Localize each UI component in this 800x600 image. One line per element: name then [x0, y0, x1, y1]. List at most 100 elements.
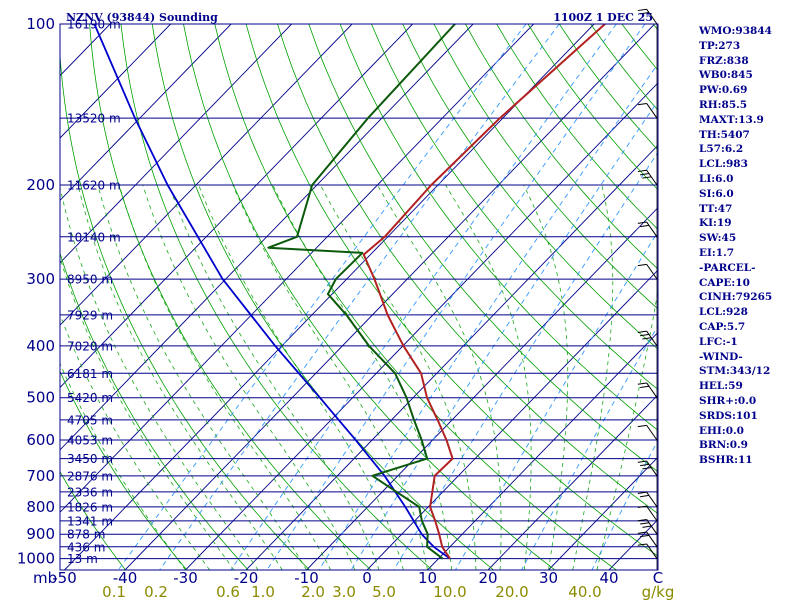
index-item: WMO:93844 [699, 24, 772, 39]
pressure-tick-label: 700 [26, 467, 55, 485]
wind-barb-flag [638, 422, 647, 430]
mixing-ratio-tick-label: 3.0 [332, 583, 356, 600]
index-item: MAXT:13.9 [699, 113, 772, 128]
isotherm-line [246, 24, 776, 570]
mixing-ratio-line [231, 24, 617, 570]
height-label: 10140 m [67, 230, 121, 244]
sounding-traces [94, 24, 605, 559]
height-label: 4705 m [67, 413, 113, 427]
mixing-ratio-tick-label: 40.0 [568, 583, 601, 600]
wind-barb-staff [647, 506, 657, 521]
index-item: SHR+:0.0 [699, 394, 772, 409]
height-label: 2876 m [67, 469, 113, 483]
isotherm-line [186, 24, 716, 570]
index-item: TP:273 [699, 39, 772, 54]
wind-barb [638, 422, 657, 445]
mixing-ratio-tick-label: 0.2 [144, 583, 168, 600]
mixing-ratio-tick-label: 5.0 [372, 583, 396, 600]
index-item: EI:1.7 [699, 246, 772, 261]
wind-barb-staff [647, 544, 657, 559]
wind-barb [638, 328, 657, 351]
index-item: STM:343/12 [699, 364, 772, 379]
mixing-ratio-tick-label: 1.0 [251, 583, 275, 600]
temperature-tick-label: 40 [599, 569, 618, 587]
height-label: 8950 m [67, 273, 113, 287]
temperature-tick-label: -50 [52, 569, 77, 587]
dewpoint-trace [268, 24, 455, 559]
index-item: BSHR:11 [699, 453, 772, 468]
index-item: TH:5407 [699, 128, 772, 143]
index-item: SW:45 [699, 231, 772, 246]
height-label: 13 m [67, 552, 98, 566]
height-label: 1341 m [67, 514, 113, 528]
height-label: 1826 m [67, 500, 113, 514]
index-item: TT:47 [699, 202, 772, 217]
index-item: L57:6.2 [699, 142, 772, 157]
height-label: 6181 m [67, 367, 113, 381]
moist-adiabat [524, 185, 568, 570]
index-item: LCL:983 [699, 157, 772, 172]
wind-barb-staff [647, 222, 657, 237]
stability-indices-panel: WMO:93844 TP:273 FRZ:838 WB0:845 PW:0.69 RH:8… [699, 24, 772, 468]
mixing-ratio-tick-label: 0.1 [102, 583, 126, 600]
moist-adiabat [143, 185, 355, 570]
temperature-tick-label: 0 [362, 569, 372, 587]
index-item: CAPE:10 [699, 276, 772, 291]
index-item: SI:6.0 [699, 187, 772, 202]
height-label: 5420 m [67, 391, 113, 405]
index-item: LCL:928 [699, 305, 772, 320]
pressure-tick-label: 300 [26, 270, 55, 288]
index-item: SRDS:101 [699, 409, 772, 424]
mixing-ratio-tick-label: 0.6 [216, 583, 240, 600]
mixing-ratio-tick-label: 10.0 [433, 583, 466, 600]
skew-t-chart: 16190 m13520 m11620 m10140 m8950 m7929 m… [0, 0, 800, 600]
pressure-tick-label: 900 [26, 525, 55, 543]
mixing-ratio-line [319, 24, 686, 570]
index-item: KI:19 [699, 216, 772, 231]
pressure-tick-label: 500 [26, 389, 55, 407]
index-item: LFC:-1 [699, 335, 772, 350]
height-label: 7020 m [67, 339, 113, 353]
mixing-ratio-line [160, 24, 560, 570]
dry-adiabat [184, 24, 555, 570]
temperature-tick-label: 30 [539, 569, 558, 587]
isotherm-line [0, 24, 231, 570]
mixing-ratio-line [118, 24, 526, 570]
chart-grid [0, 24, 800, 570]
index-item: WB0:845 [699, 68, 772, 83]
pressure-tick-label: 800 [26, 498, 55, 516]
height-labels: 16190 m13520 m11620 m10140 m8950 m7929 m… [67, 18, 121, 567]
moist-adiabat [119, 185, 330, 570]
wind-barb-flag [638, 100, 647, 108]
height-label: 13520 m [67, 112, 121, 126]
wind-barb-staff [647, 425, 657, 440]
index-item: BRN:0.9 [699, 438, 772, 453]
wind-barb-staff [647, 383, 657, 398]
index-item: CAP:5.7 [699, 320, 772, 335]
pressure-tick-label: 600 [26, 431, 55, 449]
pressure-tick-label: 200 [26, 176, 55, 194]
wind-barb-staff [647, 492, 657, 507]
moist-adiabat [446, 185, 532, 570]
height-label: 3450 m [67, 452, 113, 466]
valid-time: 1100Z 1 DEC 25 [553, 11, 653, 24]
moist-adiabat [573, 185, 613, 570]
index-item: -WIND- [699, 350, 772, 365]
dry-adiabat [246, 24, 677, 570]
index-item: PW:0.69 [699, 83, 772, 98]
index-item: RH:85.5 [699, 98, 772, 113]
height-label: 7929 m [67, 308, 113, 322]
temperature-tick-label: -30 [173, 569, 198, 587]
station-title: NZNV (93844) Sounding [66, 11, 218, 24]
height-label: 11620 m [67, 178, 121, 192]
index-item: LI:6.0 [699, 172, 772, 187]
index-item: FRZ:838 [699, 54, 772, 69]
wind-barb [638, 529, 657, 552]
isotherm-line [0, 24, 292, 570]
index-item: CINH:79265 [699, 290, 772, 305]
pressure-tick-label: 400 [26, 337, 55, 355]
height-label: 2336 m [67, 485, 113, 499]
wind-barb [638, 100, 657, 123]
mixing-ratio-tick-label: g/kg [642, 583, 675, 600]
mixing-ratio-tick-label: 20.0 [495, 583, 528, 600]
